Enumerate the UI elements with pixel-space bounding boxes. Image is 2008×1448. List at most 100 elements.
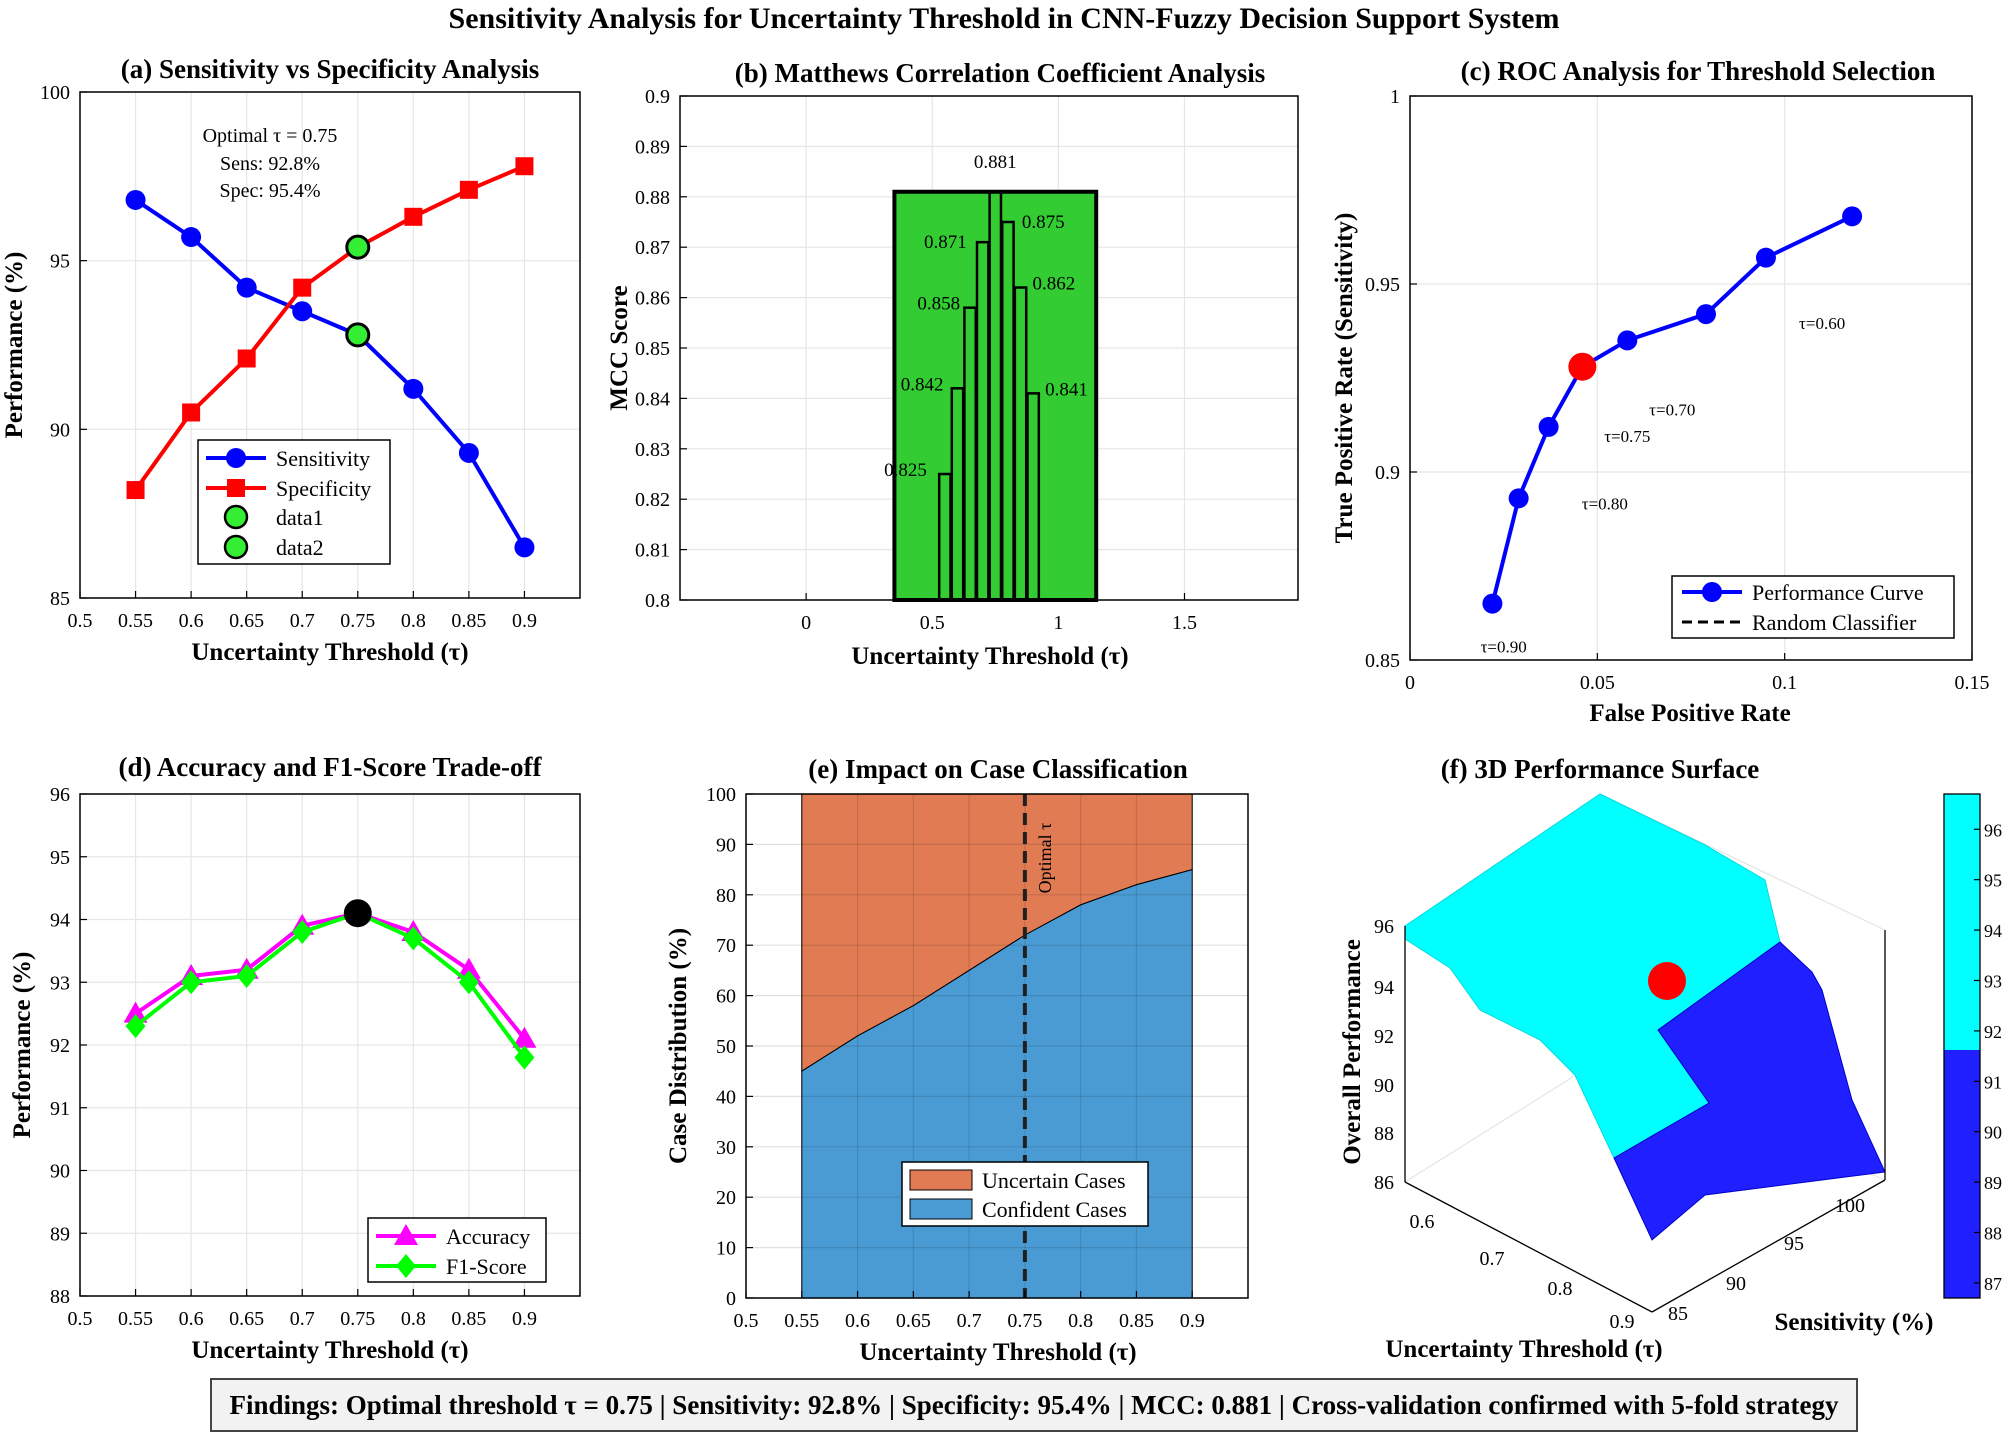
panel-b-ylabel: MCC Score bbox=[606, 285, 633, 410]
panel-d-title: (d) Accuracy and F1-Score Trade-off bbox=[119, 752, 543, 782]
x-tick-label: 0.75 bbox=[1007, 1310, 1042, 1332]
panel-a-annotation-2: Sens: 92.8% bbox=[220, 153, 320, 175]
legend-accuracy: Accuracy bbox=[446, 1224, 530, 1249]
x-tick-label: 0.55 bbox=[784, 1310, 819, 1332]
panel-a-title: (a) Sensitivity vs Specificity Analysis bbox=[121, 54, 540, 84]
y-tick-label: 80 bbox=[716, 885, 736, 907]
y-tick-label: 0.6 bbox=[1410, 1211, 1435, 1233]
panel-d-xlabel: Uncertainty Threshold (τ) bbox=[191, 1337, 468, 1364]
bar-value-label: 0.858 bbox=[917, 294, 960, 315]
z-tick-label: 86 bbox=[1374, 1172, 1394, 1194]
y-tick-label: 0.81 bbox=[635, 540, 670, 562]
point-specificity bbox=[404, 207, 423, 226]
y-tick-label: 0.86 bbox=[635, 288, 670, 310]
bar-value-label: 0.871 bbox=[924, 232, 967, 253]
x-tick-label: 1 bbox=[1053, 612, 1063, 634]
colorbar-tick-label: 96 bbox=[1984, 820, 2002, 840]
bar-value-label: 0.825 bbox=[884, 460, 927, 481]
colorbar-tick-label: 88 bbox=[1984, 1223, 2002, 1243]
y-tick-label: 0.83 bbox=[635, 439, 670, 461]
x-tick-label: 0.55 bbox=[118, 610, 153, 632]
x-tick-label: 95 bbox=[1784, 1233, 1804, 1255]
y-tick-label: 100 bbox=[706, 784, 736, 806]
panel-d-ylabel: Performance (%) bbox=[9, 952, 36, 1139]
point-sensitivity bbox=[458, 442, 479, 463]
panel-c-roc: (c) ROC Analysis for Threshold Selection… bbox=[1331, 56, 1990, 727]
panel-c-title: (c) ROC Analysis for Threshold Selection bbox=[1461, 56, 1936, 86]
colorbar bbox=[1943, 793, 1981, 1299]
x-tick-label: 0.8 bbox=[401, 1308, 426, 1330]
series-line-f1-score bbox=[134, 911, 527, 1059]
bar-value-label: 0.842 bbox=[901, 374, 944, 395]
y-tick-label: 88 bbox=[50, 1286, 70, 1308]
x-tick-label: 90 bbox=[1726, 1273, 1746, 1295]
panel-e-axes bbox=[745, 793, 1249, 1299]
x-tick-label: 0.75 bbox=[340, 1308, 375, 1330]
panel-a-legend: Sensitivity Specificity data1 data2 bbox=[197, 439, 391, 565]
x-tick-label: 0.5 bbox=[68, 1308, 93, 1330]
point-f1-score bbox=[125, 1014, 146, 1039]
panel-e-legend: Uncertain Cases Confident Cases bbox=[901, 1161, 1149, 1227]
colorbar-high bbox=[1944, 794, 1980, 1050]
y-tick-label: 85 bbox=[50, 588, 70, 610]
x-tick-label: 0.6 bbox=[179, 610, 204, 632]
bar-value-label: 0.875 bbox=[1022, 212, 1065, 233]
bar-value-label: 0.862 bbox=[1033, 274, 1076, 295]
y-tick-label: 0.88 bbox=[635, 187, 670, 209]
point-sensitivity bbox=[125, 189, 146, 210]
roc-threshold-label: τ=0.75 bbox=[1604, 427, 1650, 446]
y-tick-label: 91 bbox=[50, 1098, 70, 1120]
highlight-data2 bbox=[345, 322, 371, 348]
roc-threshold-label: τ=0.70 bbox=[1649, 401, 1695, 420]
x-tick-label: 0.05 bbox=[1580, 672, 1615, 694]
y-tick-label: 89 bbox=[50, 1223, 70, 1245]
x-tick-label: 0.6 bbox=[179, 1308, 204, 1330]
point-specificity bbox=[126, 481, 145, 500]
x-tick-label: 0.9 bbox=[1180, 1310, 1205, 1332]
panel-e-case-classification: (e) Impact on Case Classification Optima… bbox=[665, 754, 1249, 1366]
legend-confident-cases: Confident Cases bbox=[982, 1197, 1127, 1222]
roc-point bbox=[1755, 247, 1776, 268]
point-f1-score bbox=[292, 920, 313, 945]
point-sensitivity bbox=[514, 537, 535, 558]
panel-f-zlabel: Overall Performance bbox=[1339, 939, 1366, 1165]
z-tick-label: 90 bbox=[1374, 1075, 1394, 1097]
y-tick-label: 90 bbox=[50, 419, 70, 441]
surface-high-region bbox=[1404, 793, 1781, 1159]
y-tick-label: 40 bbox=[716, 1086, 736, 1108]
y-tick-label: 0.9 bbox=[645, 86, 670, 108]
panel-d-legend: Accuracy F1-Score bbox=[367, 1217, 547, 1283]
x-tick-label: 0.65 bbox=[229, 610, 264, 632]
point-specificity bbox=[515, 157, 534, 176]
x-tick-label: 0.1 bbox=[1772, 672, 1797, 694]
y-tick-label: 90 bbox=[716, 834, 736, 856]
x-tick-label: 0.65 bbox=[229, 1308, 264, 1330]
point-f1-score bbox=[403, 926, 424, 951]
panel-f-3d-surface: (f) 3D Performance Surface 86 88 90 92 94 96 0… bbox=[1339, 754, 2002, 1363]
point-accuracy bbox=[512, 1026, 537, 1048]
panel-b-title: (b) Matthews Correlation Coefficient Ana… bbox=[735, 58, 1265, 88]
y-tick-label: 10 bbox=[716, 1238, 736, 1260]
z-tick-label: 94 bbox=[1374, 977, 1394, 999]
surface-low-region bbox=[1613, 941, 1886, 1241]
y-tick-label: 92 bbox=[50, 1035, 70, 1057]
x-tick-label: 0.75 bbox=[340, 610, 375, 632]
y-tick-label: 0.84 bbox=[635, 388, 670, 410]
x-tick-label: 0.15 bbox=[1955, 672, 1990, 694]
panel-c-xlabel: False Positive Rate bbox=[1589, 700, 1790, 727]
point-sensitivity bbox=[292, 301, 313, 322]
legend-f1-score: F1-Score bbox=[446, 1254, 527, 1279]
optimal-threshold-label: Optimal τ bbox=[1035, 823, 1055, 894]
panel-e-xlabel: Uncertainty Threshold (τ) bbox=[859, 1339, 1136, 1366]
x-tick-label: 0.5 bbox=[920, 612, 945, 634]
x-tick-label: 0.55 bbox=[118, 1308, 153, 1330]
point-specificity bbox=[293, 278, 312, 297]
y-tick-label: 0.87 bbox=[635, 237, 670, 259]
x-tick-label: 1.5 bbox=[1172, 612, 1197, 634]
x-tick-label: 0.9 bbox=[512, 1308, 537, 1330]
bar-value-label: 0.841 bbox=[1045, 379, 1088, 400]
panel-a-axes bbox=[79, 91, 581, 599]
colorbar-tick-label: 94 bbox=[1984, 921, 2002, 941]
roc-point bbox=[1538, 416, 1559, 437]
